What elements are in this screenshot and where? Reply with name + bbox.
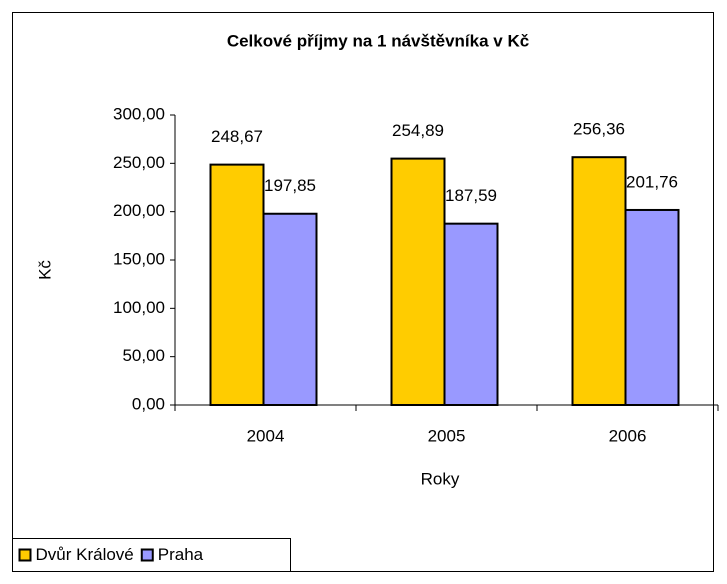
y-tick-label: 200,00 [113, 201, 165, 220]
y-tick-label: 300,00 [113, 104, 165, 123]
bar [390, 157, 446, 406]
x-tick-label: 2006 [609, 426, 647, 445]
bar [571, 156, 627, 406]
x-tick-label: 2004 [247, 426, 285, 445]
data-label: 201,76 [626, 172, 678, 191]
data-label: 256,36 [573, 120, 625, 139]
bar [262, 212, 318, 406]
legend-label: Dvůr Králové [36, 545, 134, 564]
y-axis-label: Kč [35, 260, 54, 280]
legend-swatch [140, 548, 154, 562]
chart-title: Celkové příjmy na 1 návštěvníka v Kč [227, 31, 529, 50]
y-tick-label: 50,00 [122, 346, 165, 365]
x-tick-label: 2005 [428, 426, 466, 445]
data-label: 254,89 [392, 121, 444, 140]
y-tick-label: 250,00 [113, 153, 165, 172]
y-tick-label: 0,00 [132, 394, 165, 413]
legend-label: Praha [158, 545, 204, 564]
legend-swatch [18, 548, 32, 562]
y-tick-label: 150,00 [113, 249, 165, 268]
bar [209, 163, 265, 406]
bar [624, 208, 680, 406]
y-tick-label: 100,00 [113, 298, 165, 317]
data-label: 197,85 [264, 176, 316, 195]
bar [443, 222, 499, 406]
data-label: 248,67 [211, 127, 263, 146]
data-label: 187,59 [445, 186, 497, 205]
x-axis-label: Roky [421, 469, 460, 488]
